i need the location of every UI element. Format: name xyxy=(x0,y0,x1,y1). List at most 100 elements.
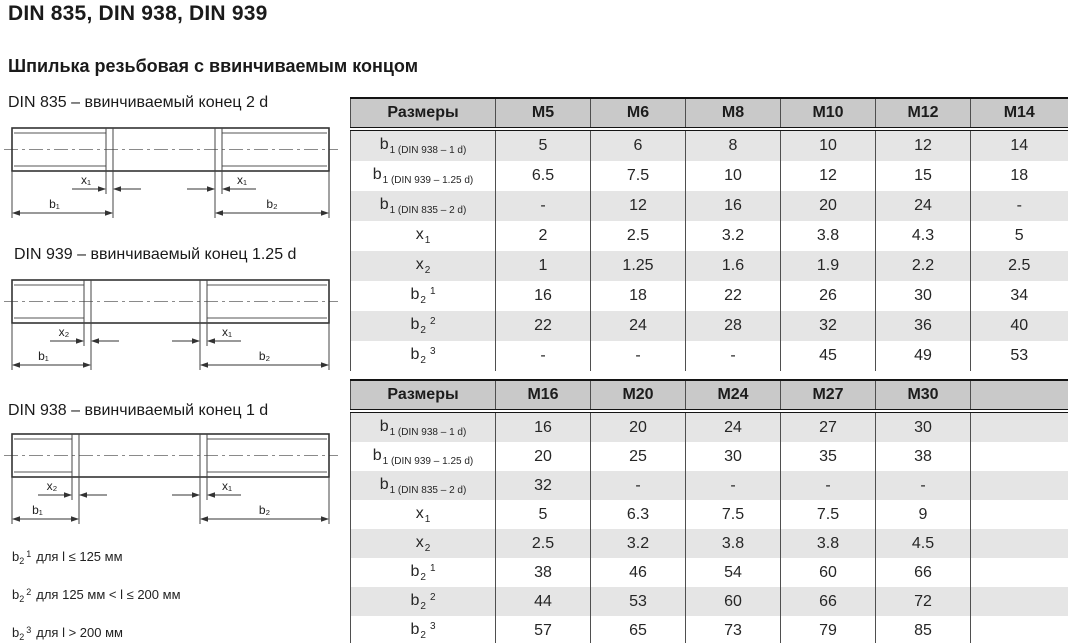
row-label-base: b xyxy=(410,620,420,638)
row-label: b22 xyxy=(350,587,496,616)
value-cell: 32 xyxy=(495,471,591,500)
drawing-din938: x₂ x₁ b₁ b₂ xyxy=(2,422,342,535)
row-label: b1 (DIN 835 – 2 d) xyxy=(350,471,496,500)
value-cell: 18 xyxy=(970,161,1068,191)
drawing-din939: x₂ x₁ b₁ b₂ xyxy=(2,268,342,381)
row-label-base: x xyxy=(415,256,424,273)
row-label-sub: 1 (DIN 939 – 1.25 d) xyxy=(382,455,474,467)
value-cell: 3.8 xyxy=(780,221,876,251)
value-cell: 53 xyxy=(970,341,1068,371)
table-row: b1 (DIN 835 – 2 d) -12 16 20 24- xyxy=(350,191,1068,221)
header-label: Размеры xyxy=(350,97,496,131)
value-cell: 4.3 xyxy=(875,221,971,251)
row-label-sub: 2 xyxy=(420,355,426,366)
value-cell: 6.3 xyxy=(590,500,686,529)
stud-drawing: x₂ x₁ b₁ b₂ xyxy=(4,433,338,524)
value-cell: - xyxy=(590,341,686,371)
row-label: b1 (DIN 939 – 1.25 d) xyxy=(350,442,496,471)
dim-label-b-right: b₂ xyxy=(259,349,271,363)
dim-label-x-left: x₁ xyxy=(81,173,91,187)
row-label-base: x xyxy=(415,533,424,551)
row-label-base: b xyxy=(372,166,382,183)
stud-body xyxy=(11,433,330,478)
row-label: x2 xyxy=(350,529,496,558)
drawing-din835: x₁ x₁ b₁ b₂ xyxy=(2,116,342,229)
value-cell: 20 xyxy=(590,411,686,442)
value-cell: 53 xyxy=(590,587,686,616)
footnote-base: b xyxy=(12,587,20,602)
value-cell: 24 xyxy=(875,191,971,221)
footnote-sub: 2 xyxy=(19,594,25,604)
header-cell: M24 xyxy=(685,379,781,413)
value-cell: 10 xyxy=(780,129,876,161)
value-cell: 1 xyxy=(495,251,591,281)
header-cell: M20 xyxy=(590,379,686,413)
table-row: b1 (DIN 938 – 1 d) 16 20 24 27 30 xyxy=(350,411,1068,442)
row-label: b1 (DIN 938 – 1 d) xyxy=(350,129,496,161)
footnotes: b21 для l ≤ 125 мм b22 для 125 мм < l ≤ 200… xyxy=(12,549,181,643)
row-label-sub: 1 (DIN 835 – 2 d) xyxy=(389,205,467,216)
row-label: b1 (DIN 939 – 1.25 d) xyxy=(350,161,496,191)
row-label-sub: 1 (DIN 939 – 1.25 d) xyxy=(382,175,474,186)
value-cell: 6 xyxy=(590,129,686,161)
value-cell: 12 xyxy=(875,129,971,161)
row-label-sub: 2 xyxy=(424,265,431,276)
footnote: b21 для l ≤ 125 мм xyxy=(12,549,181,566)
footnote-sup: 1 xyxy=(26,549,32,559)
table-row: b1 (DIN 835 – 2 d) 32- - - - xyxy=(350,471,1068,500)
value-cell: - xyxy=(685,341,781,371)
value-cell: 30 xyxy=(875,281,971,311)
value-cell: 38 xyxy=(495,558,591,587)
row-label-sub: 1 (DIN 835 – 2 d) xyxy=(389,484,467,496)
value-cell: 20 xyxy=(780,191,876,221)
value-cell: 38 xyxy=(875,442,971,471)
dim-label-x-left: x₂ xyxy=(59,325,70,339)
value-cell: 3.8 xyxy=(685,529,781,558)
value-cell: 30 xyxy=(685,442,781,471)
value-cell: 12 xyxy=(780,161,876,191)
value-cell xyxy=(970,442,1068,471)
header-label: Размеры xyxy=(350,379,496,413)
value-cell xyxy=(970,587,1068,616)
value-cell: 57 xyxy=(495,616,591,643)
footnote-sup: 2 xyxy=(26,587,32,597)
footnote-text: для 125 мм < l ≤ 200 мм xyxy=(36,587,181,602)
value-cell xyxy=(970,616,1068,643)
table-row: x2 1 1.25 1.6 1.9 2.2 2.5 xyxy=(350,251,1068,281)
stud-body xyxy=(11,279,330,324)
header-cell: M12 xyxy=(875,97,971,131)
value-cell: 36 xyxy=(875,311,971,341)
header-cell: M30 xyxy=(875,379,971,413)
value-cell: 12 xyxy=(590,191,686,221)
value-cell: 65 xyxy=(590,616,686,643)
dim-label-x-left: x₂ xyxy=(47,479,58,493)
row-label-base: b xyxy=(379,196,389,213)
value-cell: 28 xyxy=(685,311,781,341)
table-row: b1 (DIN 939 – 1.25 d) 20 25 30 35 38 xyxy=(350,442,1068,471)
row-label-base: b xyxy=(410,316,420,333)
table-row: b23 57 65 73 79 85 xyxy=(350,616,1068,643)
row-label-sup: 2 xyxy=(429,316,436,327)
row-label-sub: 1 (DIN 938 – 1 d) xyxy=(389,426,467,438)
value-cell: 9 xyxy=(875,500,971,529)
value-cell: 60 xyxy=(685,587,781,616)
row-label-sub: 2 xyxy=(420,600,426,612)
value-cell: 27 xyxy=(780,411,876,442)
row-label-sup: 3 xyxy=(429,620,436,632)
row-label-sub: 1 (DIN 938 – 1 d) xyxy=(389,145,467,156)
value-cell: 46 xyxy=(590,558,686,587)
value-cell: 34 xyxy=(970,281,1068,311)
row-label-base: b xyxy=(410,562,420,580)
value-cell: 7.5 xyxy=(780,500,876,529)
value-cell xyxy=(970,558,1068,587)
footnote-text: для l ≤ 125 мм xyxy=(36,549,123,564)
footnote-base: b xyxy=(12,549,20,564)
table-row: b22 22 24 28 32 36 40 xyxy=(350,311,1068,341)
row-label-sub: 2 xyxy=(420,295,426,306)
row-label-sub: 2 xyxy=(420,629,426,641)
row-label-sub: 1 xyxy=(424,235,431,246)
value-cell: - xyxy=(685,471,781,500)
value-cell: - xyxy=(875,471,971,500)
spec-table-1: Размеры M5 M6 M8 M10 M12 M14 b1 (DIN 938 – 1 d)… xyxy=(350,97,1068,371)
page-subtitle: Шпилька резьбовая с ввинчиваемым концом xyxy=(8,56,419,76)
